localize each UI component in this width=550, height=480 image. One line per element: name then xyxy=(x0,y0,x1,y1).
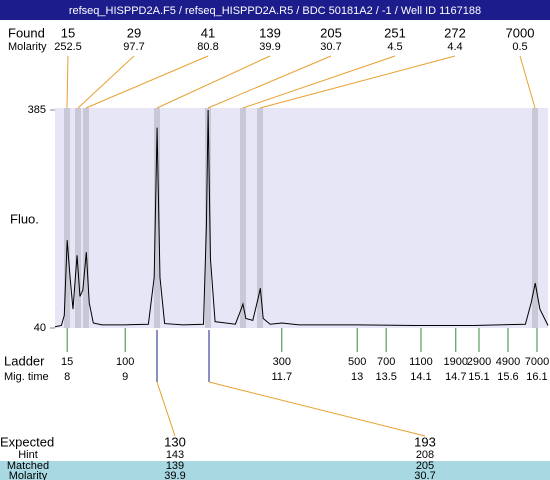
peak-band xyxy=(75,108,81,328)
y-axis-label: Fluo. xyxy=(10,211,39,226)
found-size: 7000 xyxy=(506,25,535,40)
found-molarity: 4.5 xyxy=(387,41,402,53)
found-molarity: 0.5 xyxy=(512,41,527,53)
found-connector xyxy=(77,55,135,109)
mig-time-label: Mig. time xyxy=(4,371,49,383)
peak-band xyxy=(257,108,263,328)
hint-value: 143 xyxy=(166,449,184,461)
ladder-time: 13.5 xyxy=(375,371,396,383)
found-size: 139 xyxy=(259,25,281,40)
ladder-time: 13 xyxy=(351,371,363,383)
found-size: 41 xyxy=(201,25,215,40)
expected-molarity-label: Molarity xyxy=(9,470,48,480)
matched-value: 205 xyxy=(416,460,434,472)
expected-connector xyxy=(208,381,426,437)
found-size: 29 xyxy=(127,25,141,40)
hint-label: Hint xyxy=(18,449,38,461)
ladder-time: 15.6 xyxy=(497,371,518,383)
found-connector xyxy=(519,55,536,109)
plot-area xyxy=(55,108,548,328)
found-molarity: 30.7 xyxy=(320,41,341,53)
title-bar xyxy=(0,0,550,20)
found-molarity: 39.9 xyxy=(259,41,280,53)
found-connector xyxy=(259,55,456,109)
ladder-size: 15 xyxy=(61,356,73,368)
found-size: 205 xyxy=(320,25,342,40)
y-tick-label: 40 xyxy=(34,322,46,334)
expected-molarity: 30.7 xyxy=(414,470,435,480)
title: refseq_HISPPD2A.F5 / refseq_HISPPD2A.R5 … xyxy=(69,5,481,17)
peak-band xyxy=(154,108,160,328)
hint-value: 208 xyxy=(416,449,434,461)
expected-label: Expected xyxy=(0,434,54,449)
ladder-size: 300 xyxy=(273,356,291,368)
matched-background xyxy=(55,461,550,480)
peak-band xyxy=(64,108,70,328)
ladder-size: 500 xyxy=(348,356,366,368)
ladder-size: 4900 xyxy=(496,356,520,368)
found-connector xyxy=(242,55,396,109)
found-size: 15 xyxy=(61,25,75,40)
found-label: Found xyxy=(8,25,45,40)
matched-value: 139 xyxy=(166,460,184,472)
expected-connector xyxy=(156,381,176,437)
found-connector xyxy=(85,55,209,109)
ladder-time: 14.7 xyxy=(445,371,466,383)
found-molarity: 252.5 xyxy=(54,41,82,53)
found-connector xyxy=(66,55,69,109)
ladder-time: 11.7 xyxy=(271,371,292,383)
found-connector xyxy=(207,55,332,109)
trace xyxy=(54,109,549,328)
matched-label-background xyxy=(0,461,55,480)
y-tick-label: 385 xyxy=(28,104,46,116)
ladder-size: 2900 xyxy=(467,356,491,368)
expected-size: 193 xyxy=(414,434,436,449)
ladder-size: 700 xyxy=(377,356,395,368)
peak-band xyxy=(532,108,538,328)
ladder-size: 100 xyxy=(116,356,134,368)
found-molarity: 97.7 xyxy=(123,41,144,53)
ladder-time: 16.1 xyxy=(526,371,547,383)
found-molarity: 4.4 xyxy=(447,41,462,53)
ladder-time: 8 xyxy=(64,371,70,383)
ladder-time: 14.1 xyxy=(410,371,431,383)
matched-label: Matched xyxy=(7,460,49,472)
found-connector xyxy=(156,55,271,109)
peak-band xyxy=(205,108,211,328)
expected-molarity: 39.9 xyxy=(164,470,185,480)
ladder-size: 7000 xyxy=(525,356,549,368)
peak-band xyxy=(240,108,246,328)
found-size: 272 xyxy=(444,25,466,40)
found-size: 251 xyxy=(384,25,406,40)
found-molarity: 80.8 xyxy=(197,41,218,53)
expected-size: 130 xyxy=(164,434,186,449)
molarity-label: Molarity xyxy=(8,41,47,53)
peak-band xyxy=(83,108,89,328)
ladder-size: 1900 xyxy=(444,356,468,368)
ladder-size: 1100 xyxy=(409,356,433,368)
ladder-time: 15.1 xyxy=(468,371,489,383)
ladder-time: 9 xyxy=(122,371,128,383)
ladder-label: Ladder xyxy=(4,353,45,368)
